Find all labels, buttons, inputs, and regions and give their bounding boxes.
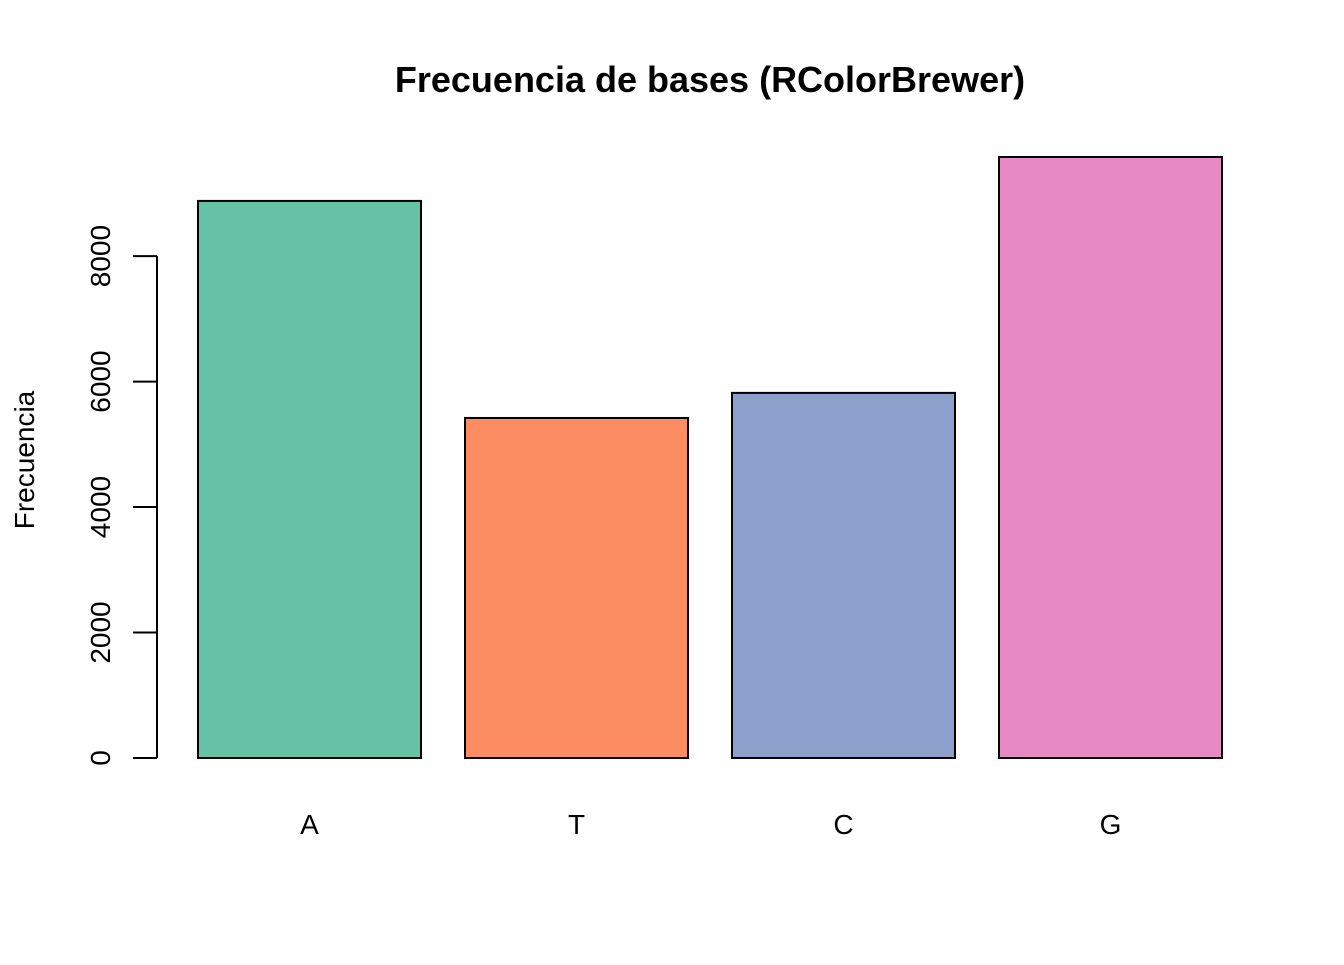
y-tick-label: 2000	[85, 601, 116, 663]
x-category-label: C	[833, 809, 853, 840]
chart-title: Frecuencia de bases (RColorBrewer)	[395, 59, 1025, 100]
x-category-label: T	[568, 809, 585, 840]
bar-t	[464, 416, 689, 759]
y-tick-label: 8000	[85, 225, 116, 287]
bar-g	[998, 156, 1223, 759]
y-tick-label: 4000	[85, 476, 116, 538]
bar-c	[731, 391, 956, 759]
y-tick-label: 0	[85, 750, 116, 766]
x-category-label: G	[1100, 809, 1122, 840]
x-category-label: A	[300, 809, 319, 840]
bars-group	[197, 156, 1223, 759]
y-axis: 0 2000 4000 6000 8000	[85, 225, 158, 766]
y-axis-label: Frecuencia	[9, 390, 40, 529]
bar-a	[197, 199, 422, 759]
y-tick-label: 6000	[85, 350, 116, 412]
